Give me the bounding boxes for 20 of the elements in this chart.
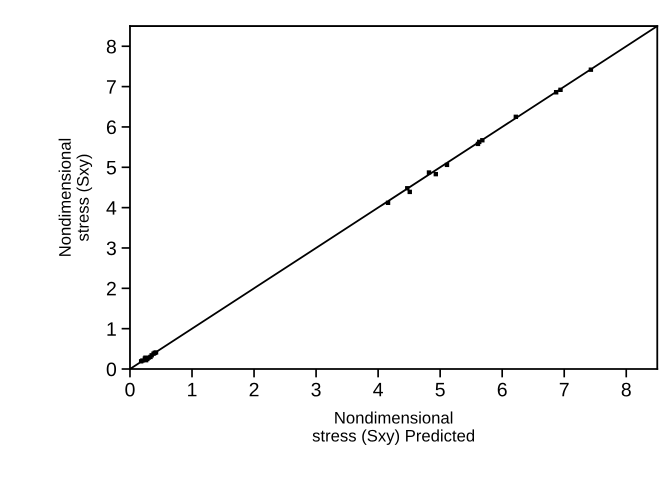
x-tick-label: 6 xyxy=(498,382,507,396)
x-tick-label: 3 xyxy=(311,382,321,396)
y-axis-title: Nondimensional stress (Sxy) xyxy=(58,138,92,256)
y-tick-label: 4 xyxy=(106,201,116,215)
x-tick-label: 7 xyxy=(560,382,569,396)
x-tick-label: 0 xyxy=(125,382,135,396)
y-tick-label: 8 xyxy=(106,40,116,54)
y-tick-label: 6 xyxy=(106,120,116,134)
y-tick-label: 5 xyxy=(106,160,116,175)
x-tick-label: 1 xyxy=(188,382,196,396)
x-tick-label: 2 xyxy=(250,382,258,396)
y-tick-label: 0 xyxy=(106,362,116,376)
x-tick-label: 4 xyxy=(373,382,383,396)
x-tick-label: 8 xyxy=(622,382,631,396)
x-axis-title: Nondimensional stress (Sxy) Predicted xyxy=(312,411,474,445)
y-tick-label: 1 xyxy=(107,322,116,336)
x-tick-label: 5 xyxy=(436,382,445,396)
y-tick-label: 2 xyxy=(106,282,116,296)
y-tick-label: 7 xyxy=(106,80,116,94)
y-tick-label: 3 xyxy=(106,241,116,256)
